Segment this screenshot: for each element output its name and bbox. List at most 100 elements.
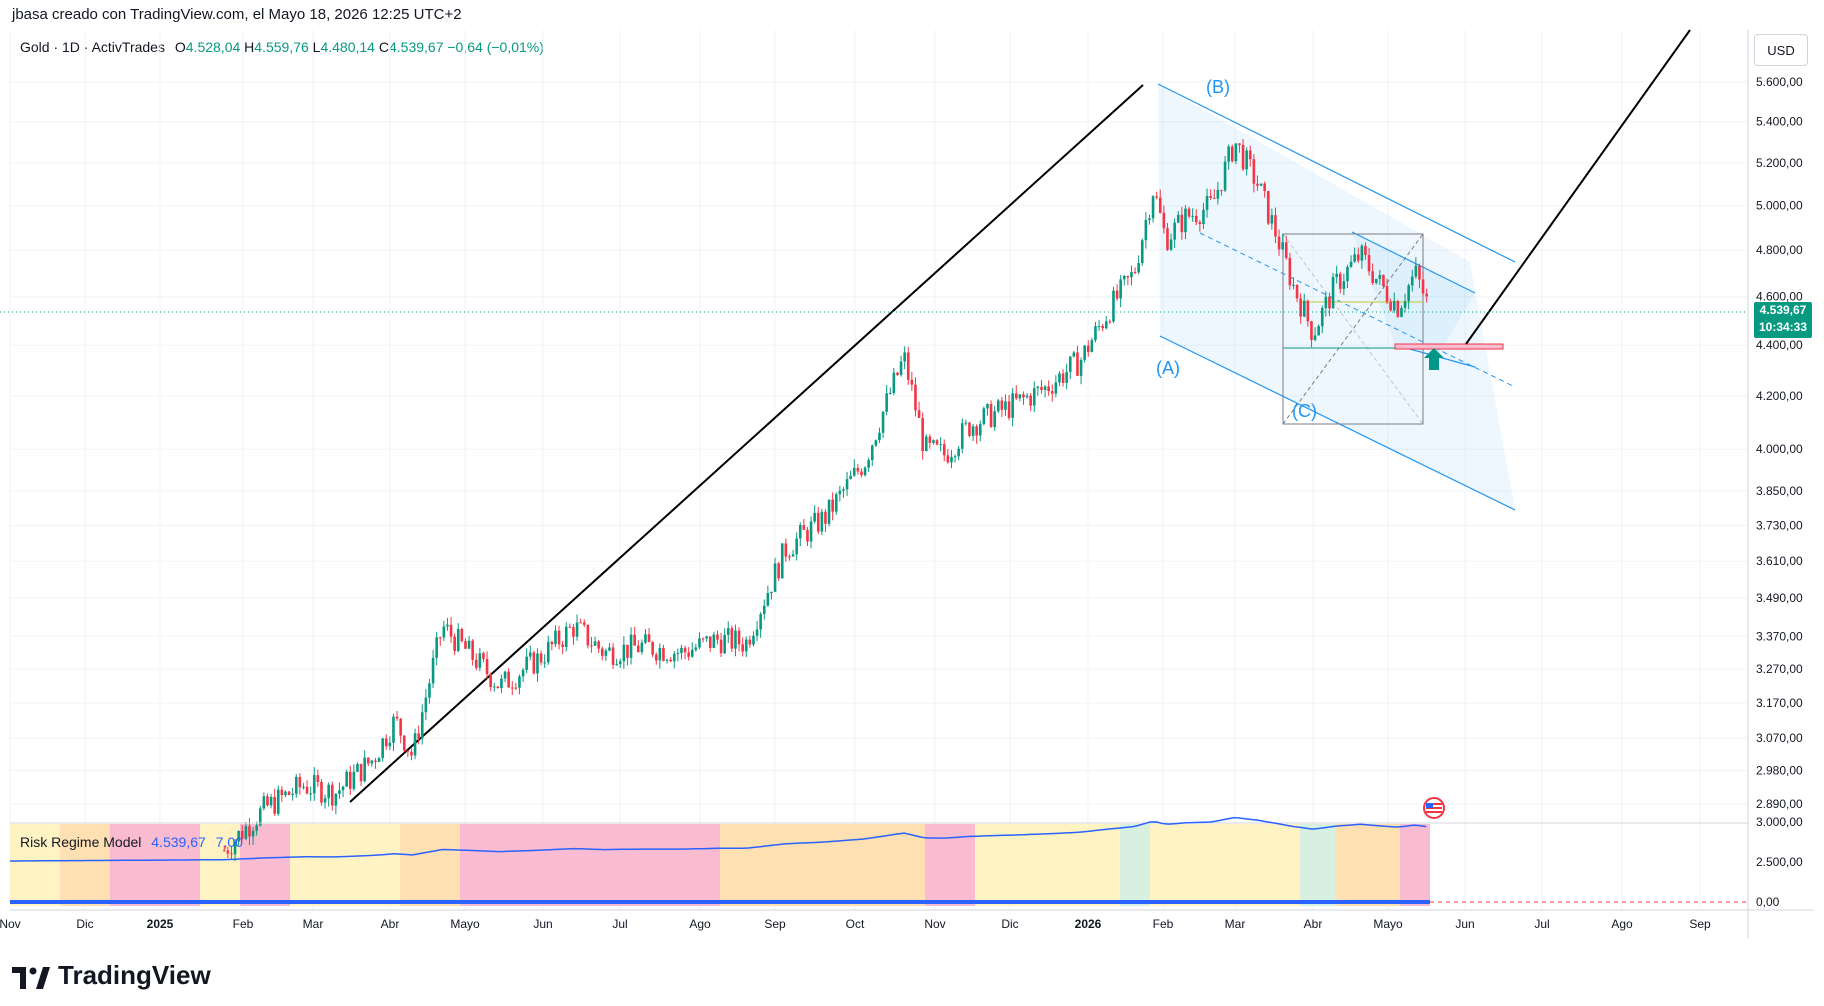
candle-body bbox=[1331, 276, 1335, 309]
tradingview-logo[interactable]: TradingView bbox=[12, 960, 211, 991]
channel-lower-line[interactable] bbox=[1159, 335, 1516, 511]
inner-channel-upper[interactable] bbox=[1351, 231, 1476, 294]
price-tick-label: 3.170,00 bbox=[1756, 696, 1803, 710]
candle-body bbox=[453, 636, 456, 651]
us-flag-icon[interactable] bbox=[1423, 797, 1445, 819]
price-chart[interactable]: (A) (B) (C) 5.600,00 5.400,00 5.200,00 5.00… bbox=[0, 0, 1824, 950]
support-zone[interactable] bbox=[1394, 343, 1504, 350]
candle-body bbox=[269, 796, 273, 806]
candle-body bbox=[806, 529, 809, 542]
candle-body bbox=[1065, 371, 1068, 383]
price-axis-labels[interactable]: 5.600,00 5.400,00 5.200,00 5.000,00 4.800,00… bbox=[1756, 75, 1803, 811]
candle-body bbox=[1241, 144, 1245, 170]
indicator-name[interactable]: Risk Regime Model bbox=[20, 834, 142, 850]
candle-body bbox=[482, 653, 485, 660]
candle-body bbox=[554, 630, 557, 645]
price-tick-label: 3.730,00 bbox=[1756, 519, 1803, 533]
price-tick-label: 4.000,00 bbox=[1756, 442, 1803, 456]
candle-body bbox=[860, 471, 863, 476]
candle-body bbox=[705, 636, 708, 639]
time-tick-label: Dic bbox=[1001, 917, 1018, 931]
candle-body bbox=[496, 686, 500, 689]
candle-body bbox=[485, 659, 489, 675]
regime-zone bbox=[200, 824, 240, 906]
price-tick-label: 3.610,00 bbox=[1756, 554, 1803, 568]
candle-body bbox=[1198, 222, 1202, 225]
candle-body bbox=[658, 647, 662, 661]
price-tick-label: 5.400,00 bbox=[1756, 115, 1803, 129]
candle-body bbox=[1101, 326, 1104, 329]
candle-body bbox=[917, 410, 921, 418]
candle-body bbox=[539, 653, 543, 663]
candle-body bbox=[334, 793, 338, 806]
candle-body bbox=[694, 647, 698, 650]
candle-body bbox=[784, 543, 788, 557]
candle-body bbox=[1284, 242, 1288, 258]
candle-body bbox=[770, 591, 773, 594]
channel-upper-line[interactable] bbox=[1157, 83, 1516, 263]
candle-body bbox=[456, 628, 460, 651]
horizontal-gridlines bbox=[10, 81, 1748, 805]
candle-body bbox=[881, 411, 885, 433]
candle-body bbox=[647, 634, 651, 643]
candle-body bbox=[1238, 143, 1241, 145]
range-box-diagonal-2 bbox=[1282, 233, 1424, 425]
candle-body bbox=[266, 796, 269, 806]
time-axis-labels[interactable]: Nov Dic 2025 Feb Mar Abr Mayo Jun Jul Ago Sep Oct No… bbox=[0, 917, 1711, 931]
wave-label-a: (A) bbox=[1156, 358, 1180, 378]
candle-body bbox=[345, 771, 348, 787]
candle-body bbox=[903, 352, 906, 362]
candle-body bbox=[431, 657, 435, 684]
candle-body bbox=[244, 826, 248, 839]
symbol-legend[interactable]: Gold · 1D · ActivTrades O4.528,04 H4.559… bbox=[20, 39, 544, 55]
candle-body bbox=[1335, 273, 1338, 277]
candle-body bbox=[773, 563, 777, 592]
last-price-tag: 4.539,67 10:34:33 bbox=[1754, 302, 1812, 338]
time-tick-label: 2025 bbox=[147, 917, 174, 931]
indicator-legend[interactable]: Risk Regime Model 4.539,67 7,00 bbox=[20, 834, 243, 850]
candle-body bbox=[1007, 401, 1011, 418]
range-box[interactable] bbox=[1282, 233, 1424, 425]
trend-line-2[interactable] bbox=[1465, 29, 1691, 345]
candle-body bbox=[1212, 197, 1216, 199]
candle-body bbox=[838, 490, 842, 495]
candle-body bbox=[975, 426, 978, 436]
regime-zone bbox=[1335, 824, 1400, 906]
candle-body bbox=[280, 789, 284, 796]
candle-body bbox=[950, 456, 953, 463]
candle-body bbox=[604, 650, 608, 656]
regime-zone bbox=[240, 824, 290, 906]
currency-button[interactable]: USD bbox=[1754, 34, 1808, 66]
candle-body bbox=[248, 826, 251, 837]
candle-body bbox=[525, 656, 528, 670]
candle-body bbox=[302, 786, 305, 788]
candle-body bbox=[809, 521, 813, 542]
candle-body bbox=[1176, 214, 1180, 223]
time-tick-label: Jul bbox=[1534, 917, 1549, 931]
price-tick-label: 5.000,00 bbox=[1756, 199, 1803, 213]
candle-body bbox=[582, 622, 586, 625]
candle-body bbox=[532, 652, 536, 674]
candle-body bbox=[849, 475, 852, 480]
candle-body bbox=[1292, 284, 1295, 286]
symbol-name[interactable]: Gold · 1D · ActivTrades bbox=[20, 39, 165, 55]
open-label: O bbox=[174, 39, 186, 55]
candle-body bbox=[820, 511, 824, 532]
time-tick-label: Oct bbox=[846, 917, 865, 931]
candle-body bbox=[503, 671, 507, 679]
candle-body bbox=[320, 781, 323, 803]
candle-body bbox=[1400, 307, 1403, 317]
candle-body bbox=[1036, 386, 1040, 389]
candle-body bbox=[1266, 191, 1270, 224]
indicator-axis-labels: 3.000,00 2.500,00 0,00 bbox=[1756, 815, 1803, 909]
regime-zone bbox=[60, 824, 110, 906]
regime-zones bbox=[10, 824, 1430, 906]
candles bbox=[222, 139, 1428, 862]
candle-body bbox=[921, 417, 924, 452]
candle-body bbox=[424, 697, 428, 713]
trend-line-1[interactable] bbox=[349, 84, 1144, 803]
candle-body bbox=[222, 850, 226, 852]
channel-mid-line[interactable] bbox=[1199, 232, 1516, 388]
candle-body bbox=[518, 676, 521, 688]
candle-body bbox=[338, 790, 341, 794]
